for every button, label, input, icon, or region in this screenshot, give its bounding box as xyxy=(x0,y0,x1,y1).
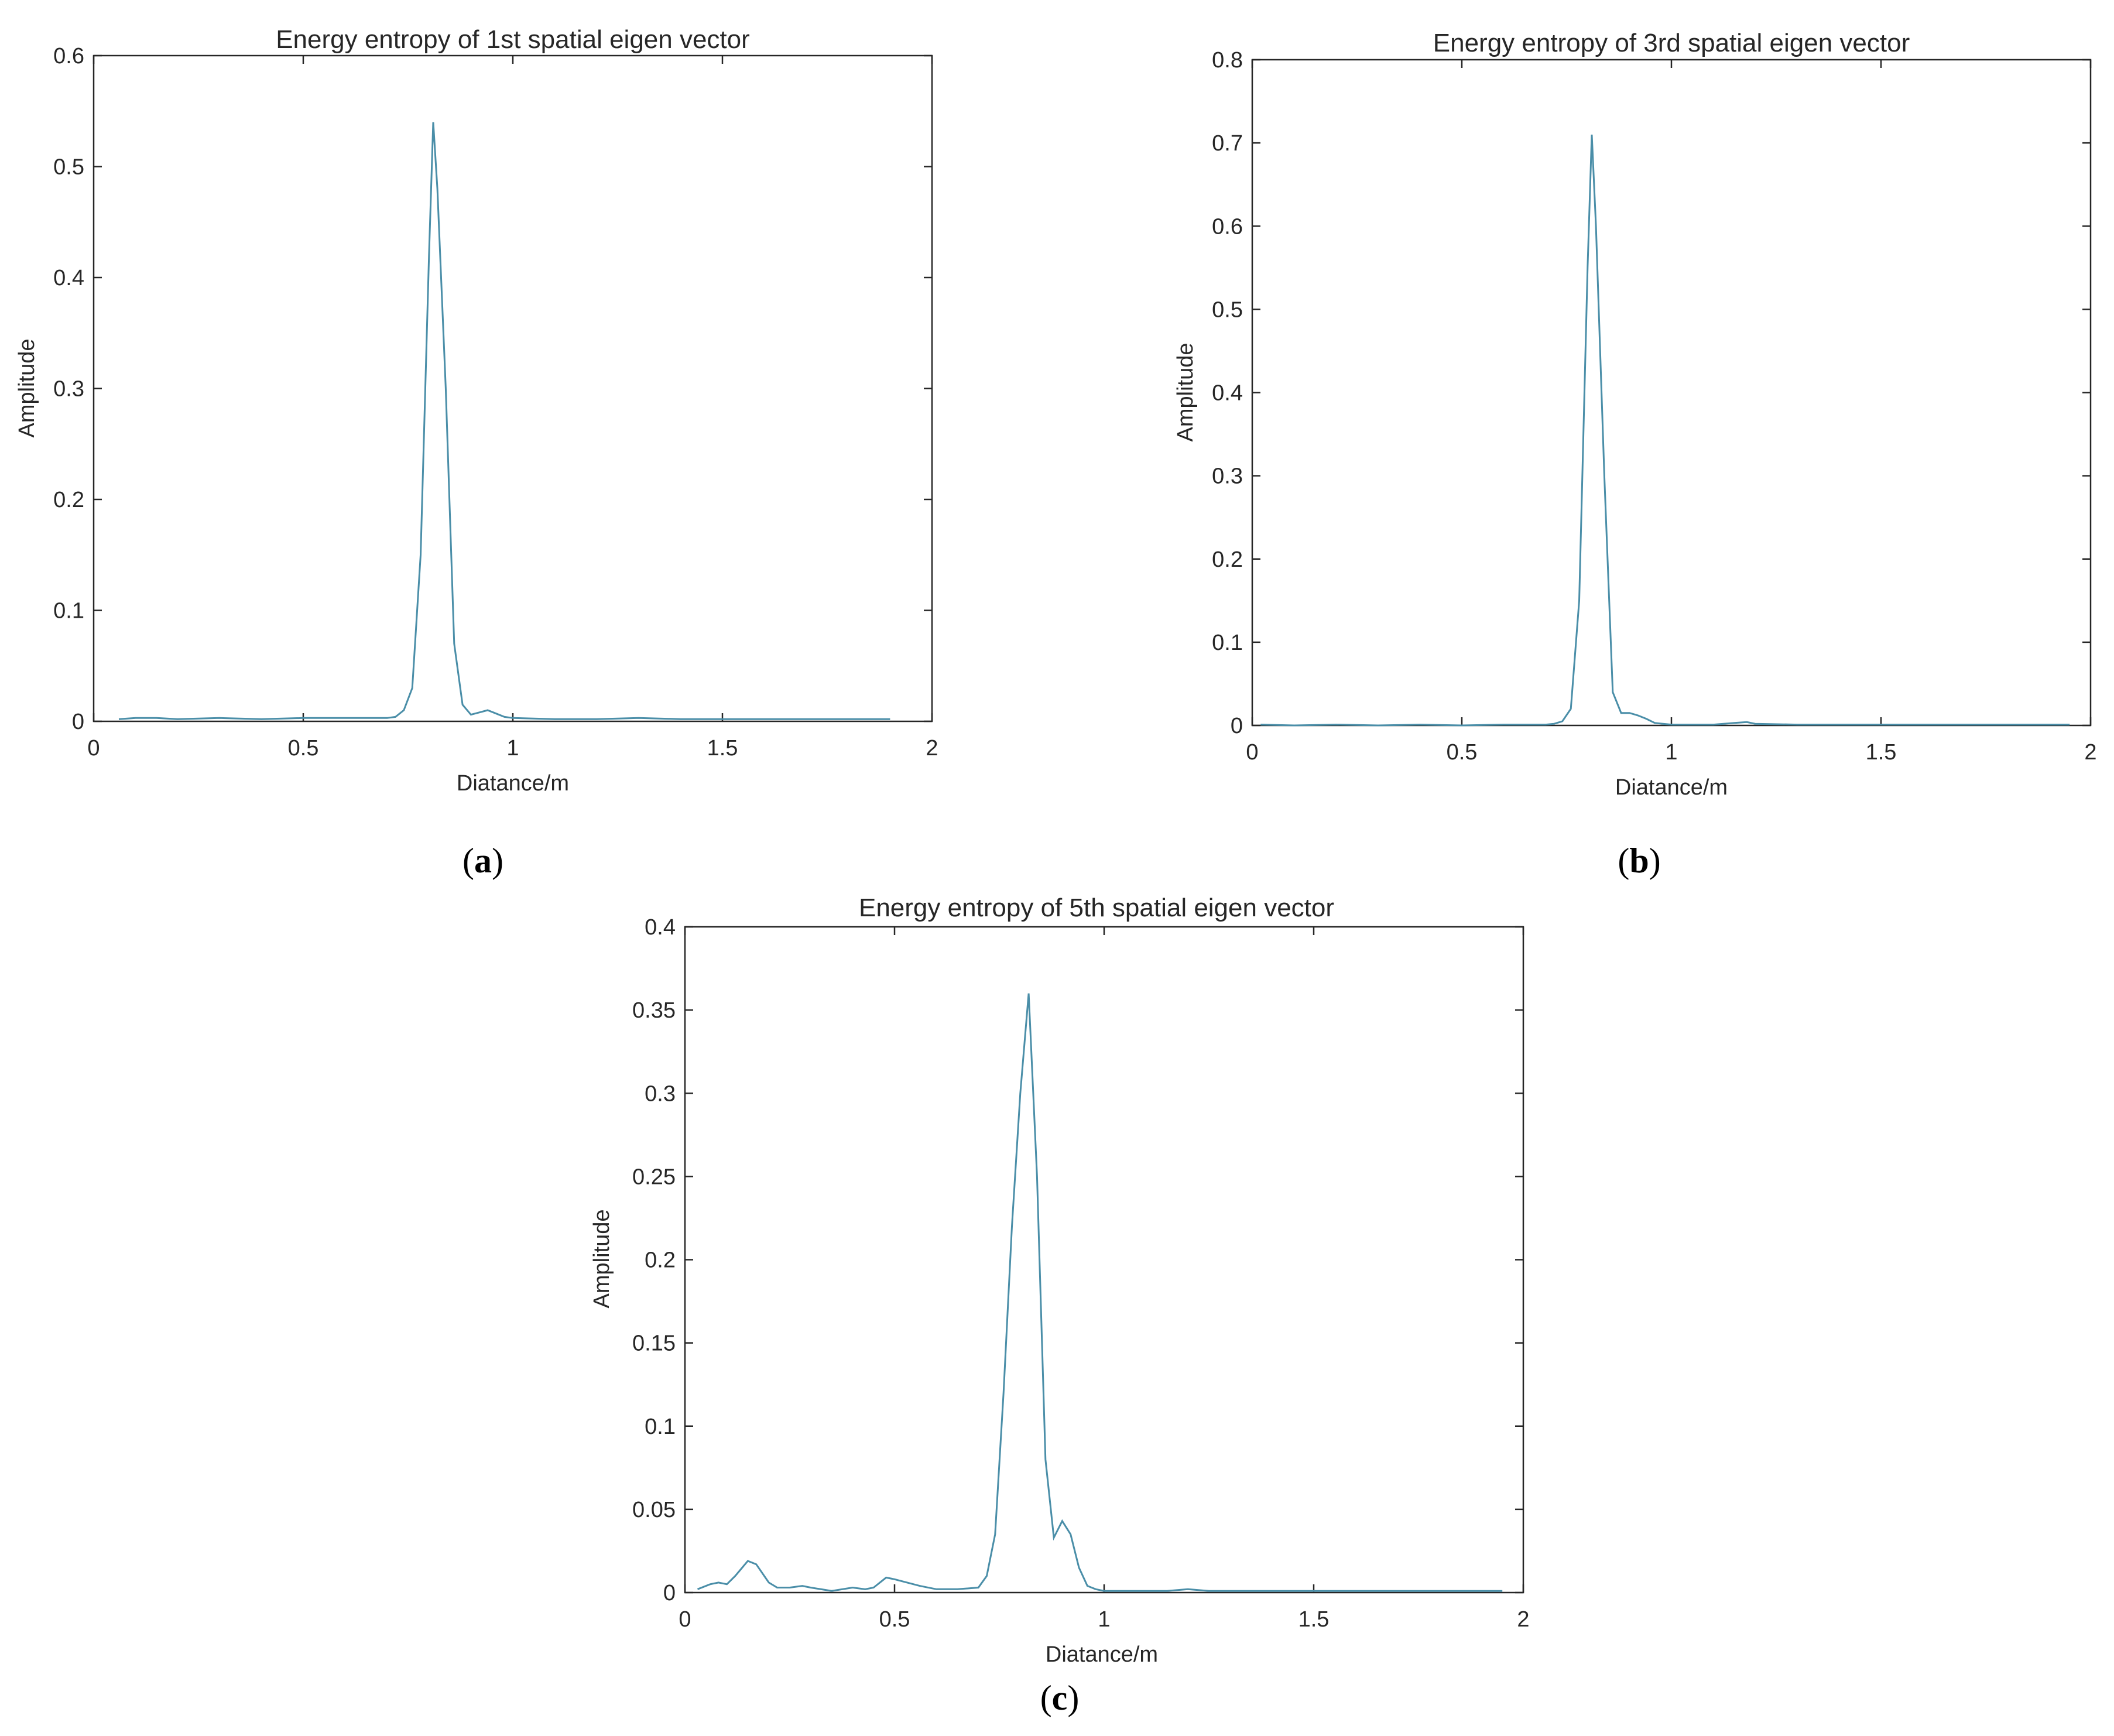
y-tick-label: 0.1 xyxy=(645,1415,676,1439)
x-tick-label: 1.5 xyxy=(1866,740,1897,765)
y-tick-label: 0.6 xyxy=(53,44,84,69)
y-tick-label: 0.4 xyxy=(645,915,676,940)
chart-panel-a: Energy entropy of 1st spatial eigen vect… xyxy=(15,25,938,880)
y-tick-label: 0.4 xyxy=(1212,381,1243,406)
y-tick-label: 0 xyxy=(72,710,84,734)
panel-label: (a) xyxy=(462,841,503,880)
y-tick-label: 0.05 xyxy=(632,1498,676,1522)
y-tick-label: 0 xyxy=(663,1581,676,1605)
panel-letter: b xyxy=(1629,841,1649,880)
x-tick-label: 0 xyxy=(679,1607,691,1632)
plot-area xyxy=(1251,59,2092,727)
panel-letter: c xyxy=(1052,1679,1068,1717)
x-tick-label: 2 xyxy=(926,736,938,761)
plot-area xyxy=(684,926,1524,1594)
x-axis-ticks: 0 0.5 1 1.5 2 xyxy=(1246,60,2097,765)
y-tick-label: 0.15 xyxy=(632,1331,676,1356)
y-tick-label: 0.2 xyxy=(645,1248,676,1273)
x-tick-label: 0 xyxy=(1246,740,1258,765)
x-axis-label: Diatance/m xyxy=(457,771,569,796)
chart-title: Energy entropy of 1st spatial eigen vect… xyxy=(276,25,750,54)
y-axis-ticks: 0 0.05 0.1 0.15 0.2 0.25 0.3 0.35 0.4 xyxy=(632,915,1523,1605)
chart-panel-c: Energy entropy of 5th spatial eigen vect… xyxy=(590,893,1530,1717)
x-tick-label: 2 xyxy=(2084,740,2096,765)
y-axis-ticks: 0 0.1 0.2 0.3 0.4 0.5 0.6 0.7 0.8 xyxy=(1212,48,2091,738)
x-tick-label: 1 xyxy=(1665,740,1677,765)
x-axis-label: Diatance/m xyxy=(1615,775,1728,800)
y-tick-label: 0.3 xyxy=(53,377,84,402)
chart-panel-b: Energy entropy of 3rd spatial eigen vect… xyxy=(1173,29,2097,880)
x-tick-label: 1 xyxy=(1098,1607,1110,1632)
panel-label: (b) xyxy=(1618,841,1660,880)
y-tick-label: 0.6 xyxy=(1212,214,1243,239)
x-tick-label: 0.5 xyxy=(288,736,319,761)
y-tick-label: 0.25 xyxy=(632,1165,676,1189)
x-tick-label: 2 xyxy=(1517,1607,1529,1632)
x-axis-ticks: 0 0.5 1 1.5 2 xyxy=(679,927,1530,1632)
x-tick-label: 1.5 xyxy=(1298,1607,1330,1632)
y-axis-ticks: 0 0.1 0.2 0.3 0.4 0.5 0.6 xyxy=(53,44,932,734)
y-axis-label: Amplitude xyxy=(15,339,39,438)
y-tick-label: 0.3 xyxy=(1212,464,1243,489)
y-tick-label: 0.8 xyxy=(1212,48,1243,73)
x-tick-label: 1 xyxy=(506,736,519,761)
x-tick-label: 1.5 xyxy=(707,736,738,761)
y-tick-label: 0.35 xyxy=(632,998,676,1023)
x-tick-label: 0.5 xyxy=(879,1607,910,1632)
y-tick-label: 0.2 xyxy=(1212,547,1243,572)
y-tick-label: 0.7 xyxy=(1212,131,1243,156)
y-tick-label: 0.3 xyxy=(645,1081,676,1106)
chart-title: Energy entropy of 5th spatial eigen vect… xyxy=(859,893,1334,922)
y-tick-label: 0 xyxy=(1231,714,1243,738)
y-tick-label: 0.5 xyxy=(53,155,84,180)
x-tick-label: 0.5 xyxy=(1447,740,1478,765)
x-tick-label: 0 xyxy=(87,736,100,761)
y-tick-label: 0.1 xyxy=(53,599,84,624)
y-tick-label: 0.1 xyxy=(1212,631,1243,655)
y-axis-label: Amplitude xyxy=(590,1210,614,1309)
plot-area xyxy=(92,54,933,723)
y-tick-label: 0.4 xyxy=(53,266,84,290)
y-tick-label: 0.2 xyxy=(53,488,84,512)
chart-title: Energy entropy of 3rd spatial eigen vect… xyxy=(1433,29,1910,57)
x-axis-label: Diatance/m xyxy=(1046,1642,1158,1667)
series-line xyxy=(697,993,1503,1592)
panel-label: (c) xyxy=(1040,1679,1080,1717)
panel-letter: a xyxy=(474,841,492,880)
series-line xyxy=(118,122,890,720)
y-tick-label: 0.5 xyxy=(1212,297,1243,322)
y-axis-label: Amplitude xyxy=(1173,343,1198,442)
series-line xyxy=(1260,134,2070,727)
